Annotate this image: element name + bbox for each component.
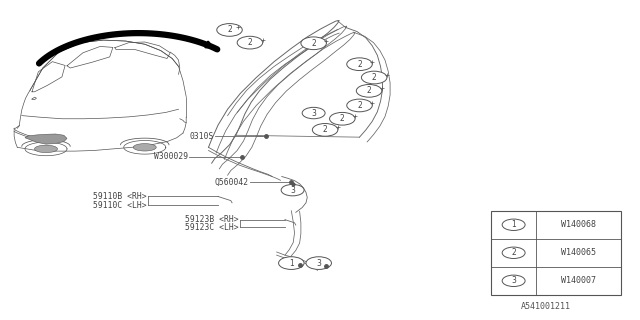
Text: 59110C <LH>: 59110C <LH> [93, 201, 147, 210]
Text: 2: 2 [372, 73, 376, 82]
Text: 2: 2 [323, 125, 328, 134]
Circle shape [330, 112, 355, 125]
Circle shape [356, 84, 382, 97]
Text: 3: 3 [290, 186, 295, 195]
Ellipse shape [35, 145, 58, 153]
Circle shape [302, 107, 325, 119]
Circle shape [347, 99, 372, 112]
Text: Q560042: Q560042 [214, 178, 248, 187]
Text: W300029: W300029 [154, 152, 188, 161]
Text: 59123B <RH>: 59123B <RH> [186, 215, 239, 224]
Circle shape [312, 124, 338, 136]
Text: 2: 2 [357, 101, 362, 110]
Text: 3: 3 [316, 259, 321, 268]
Circle shape [502, 219, 525, 230]
Circle shape [347, 58, 372, 70]
Text: W140007: W140007 [561, 276, 596, 285]
Text: 2: 2 [340, 114, 345, 123]
Text: 1: 1 [289, 259, 294, 268]
Text: 3: 3 [511, 276, 516, 285]
Text: 2: 2 [357, 60, 362, 69]
Text: 0310S: 0310S [189, 132, 214, 141]
Text: 2: 2 [511, 248, 516, 257]
Circle shape [237, 36, 262, 49]
Text: 3: 3 [311, 108, 316, 117]
Circle shape [281, 184, 304, 196]
Text: 59110B <RH>: 59110B <RH> [93, 192, 147, 201]
Text: 2: 2 [311, 39, 316, 48]
Circle shape [362, 71, 387, 84]
Circle shape [278, 257, 304, 269]
Text: 59123C <LH>: 59123C <LH> [186, 223, 239, 232]
Text: 2: 2 [227, 25, 232, 35]
Ellipse shape [133, 144, 156, 151]
Text: 1: 1 [511, 220, 516, 229]
Polygon shape [25, 134, 67, 144]
Circle shape [301, 37, 326, 50]
Circle shape [502, 275, 525, 286]
Circle shape [502, 247, 525, 259]
Text: W140068: W140068 [561, 220, 596, 229]
Text: W140065: W140065 [561, 248, 596, 257]
Text: 2: 2 [248, 38, 252, 47]
Circle shape [306, 257, 332, 269]
Text: 2: 2 [367, 86, 371, 95]
Text: A541001211: A541001211 [521, 302, 572, 311]
Bar [491, 211, 621, 295]
Circle shape [217, 24, 243, 36]
